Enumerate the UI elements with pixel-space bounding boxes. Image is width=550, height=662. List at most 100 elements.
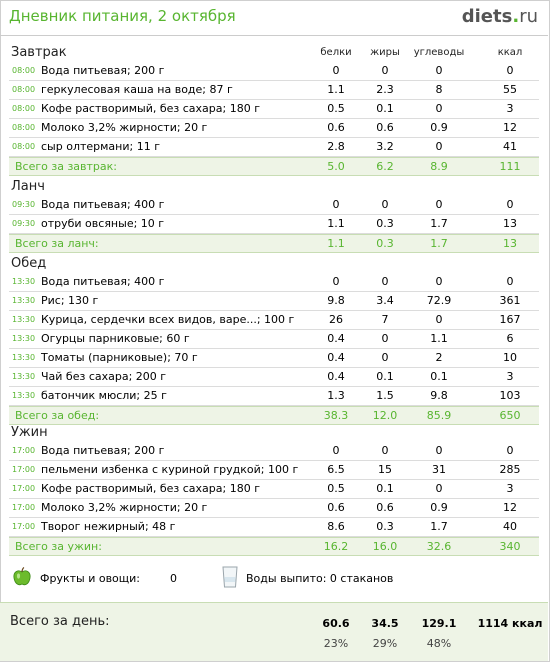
food-row[interactable]: 08:00 Кофе растворимый, без сахара; 180 г… <box>9 100 539 119</box>
fruit-label: Фрукты и овощи: <box>40 572 140 585</box>
food-name[interactable]: батончик мюсли; 25 г <box>41 389 167 402</box>
meal-total-carbs: 32.6 <box>426 540 452 553</box>
food-kcal: 0 <box>506 198 514 211</box>
food-kcal: 361 <box>499 294 521 307</box>
meal-total-row: Всего за обед: 38.3 12.0 85.9 650 <box>9 406 539 425</box>
food-row[interactable]: 17:00 пельмени избенка с куриной грудкой;… <box>9 461 539 480</box>
food-name[interactable]: Творог нежирный; 48 г <box>41 520 176 533</box>
food-name[interactable]: отруби овсяные; 10 г <box>41 217 165 230</box>
food-row[interactable]: 08:00 геркулесовая каша на воде; 87 г 1.1 2… <box>9 81 539 100</box>
meal-total-row: Всего за завтрак: 5.0 6.2 8.9 111 <box>9 157 539 176</box>
logo-dot: . <box>512 6 520 27</box>
food-protein: 0 <box>332 64 340 77</box>
food-row[interactable]: 13:30 Вода питьевая; 400 г 0 0 0 0 <box>9 273 539 292</box>
meal-total-fat: 12.0 <box>372 409 398 422</box>
food-name[interactable]: Вода питьевая; 200 г <box>41 64 165 77</box>
food-row[interactable]: 17:00 Вода питьевая; 200 г 0 0 0 0 <box>9 442 539 461</box>
food-protein: 1.3 <box>327 389 345 402</box>
food-name[interactable]: Кофе растворимый, без сахара; 180 г <box>41 482 260 495</box>
meal-title: Завтрак <box>11 45 67 60</box>
food-name[interactable]: Кофе растворимый, без сахара; 180 г <box>41 102 260 115</box>
food-carbs: 0.9 <box>430 121 448 134</box>
food-name[interactable]: Огурцы парниковые; 60 г <box>41 332 190 345</box>
diets-logo[interactable]: diets.ru <box>462 6 538 27</box>
food-row[interactable]: 13:30 Томаты (парниковые); 70 г 0.4 0 2 10 <box>9 349 539 368</box>
food-name[interactable]: сыр олтермани; 11 г <box>41 140 160 153</box>
food-row[interactable]: 09:30 отруби овсяные; 10 г 1.1 0.3 1.7 13 <box>9 215 539 234</box>
food-protein: 9.8 <box>327 294 345 307</box>
page-title: Дневник питания, 2 октября <box>9 7 236 25</box>
food-fat: 0.1 <box>376 102 394 115</box>
food-row[interactable]: 17:00 Молоко 3,2% жирности; 20 г 0.6 0.6 0.9… <box>9 499 539 518</box>
carbs-header: углеводы <box>413 47 465 58</box>
food-name[interactable]: Курица, сердечки всех видов, варе...; 10… <box>41 313 295 326</box>
food-time: 09:30 <box>12 219 36 228</box>
food-row[interactable]: 13:30 Рис; 130 г 9.8 3.4 72.9 361 <box>9 292 539 311</box>
food-name[interactable]: Молоко 3,2% жирности; 20 г <box>41 501 208 514</box>
food-carbs: 1.7 <box>430 217 448 230</box>
meal-title: Обед <box>11 256 47 271</box>
food-carbs: 0 <box>435 313 443 326</box>
day-total-label: Всего за день: <box>10 614 110 629</box>
food-fat: 0 <box>381 351 389 364</box>
food-name[interactable]: Томаты (парниковые); 70 г <box>41 351 198 364</box>
food-kcal: 41 <box>503 140 517 153</box>
food-row[interactable]: 13:30 Чай без сахара; 200 г 0.4 0.1 0.1 3 <box>9 368 539 387</box>
food-row[interactable]: 17:00 Кофе растворимый, без сахара; 180 г… <box>9 480 539 499</box>
meal-total-label: Всего за ужин: <box>15 540 102 553</box>
food-protein: 0.4 <box>327 351 345 364</box>
page-header: Дневник питания, 2 октября diets.ru <box>0 0 548 36</box>
food-protein: 0.4 <box>327 332 345 345</box>
protein-header: белки <box>320 47 352 58</box>
food-name[interactable]: Молоко 3,2% жирности; 20 г <box>41 121 208 134</box>
food-carbs: 0 <box>435 482 443 495</box>
food-protein: 26 <box>329 313 343 326</box>
extras-bar: Фрукты и овощи: 0 Воды выпито: 0 стакано… <box>10 565 540 595</box>
food-name[interactable]: Вода питьевая; 200 г <box>41 444 165 457</box>
food-fat: 0.3 <box>376 520 394 533</box>
food-row[interactable]: 08:00 Молоко 3,2% жирности; 20 г 0.6 0.6 0.9… <box>9 119 539 138</box>
meal-total-kcal: 111 <box>499 160 521 173</box>
food-name[interactable]: геркулесовая каша на воде; 87 г <box>41 83 233 96</box>
green-apple-icon <box>13 567 31 586</box>
food-protein: 8.6 <box>327 520 345 533</box>
food-carbs: 2 <box>435 351 443 364</box>
food-name[interactable]: пельмени избенка с куриной грудкой; 100 … <box>41 463 299 476</box>
food-row[interactable]: 08:00 сыр олтермани; 11 г 2.8 3.2 0 41 <box>9 138 539 157</box>
food-row[interactable]: 08:00 Вода питьевая; 200 г 0 0 0 0 <box>9 62 539 81</box>
food-time: 13:30 <box>12 315 36 324</box>
food-time: 13:30 <box>12 277 36 286</box>
food-kcal: 10 <box>503 351 517 364</box>
meal-total-label: Всего за обед: <box>15 409 100 422</box>
food-kcal: 3 <box>506 102 514 115</box>
meal-total-row: Всего за ланч: 1.1 0.3 1.7 13 <box>9 234 539 253</box>
food-carbs: 0 <box>435 102 443 115</box>
food-row[interactable]: 13:30 Огурцы парниковые; 60 г 0.4 0 1.1 6 <box>9 330 539 349</box>
meal-total-kcal: 13 <box>503 237 517 250</box>
food-row[interactable]: 13:30 батончик мюсли; 25 г 1.3 1.5 9.8 103 <box>9 387 539 406</box>
meal-total-carbs: 1.7 <box>430 237 448 250</box>
day-total-kcal: 1114 ккал <box>477 617 543 630</box>
meal-total-carbs: 85.9 <box>426 409 452 422</box>
food-row[interactable]: 13:30 Курица, сердечки всех видов, варе..… <box>9 311 539 330</box>
food-time: 08:00 <box>12 85 36 94</box>
food-name[interactable]: Вода питьевая; 400 г <box>41 275 165 288</box>
food-fat: 0.1 <box>376 370 394 383</box>
day-carbs-percent: 48% <box>426 637 452 650</box>
food-name[interactable]: Чай без сахара; 200 г <box>41 370 167 383</box>
food-row[interactable]: 09:30 Вода питьевая; 400 г 0 0 0 0 <box>9 196 539 215</box>
food-carbs: 72.9 <box>426 294 452 307</box>
food-time: 08:00 <box>12 142 36 151</box>
meal-section: Ужин 17:00 Вода питьевая; 200 г 0 0 0 0 17:00 пе… <box>9 425 539 556</box>
food-time: 13:30 <box>12 353 36 362</box>
food-fat: 0.6 <box>376 121 394 134</box>
meal-total-protein: 16.2 <box>323 540 349 553</box>
food-carbs: 8 <box>435 83 443 96</box>
food-row[interactable]: 17:00 Творог нежирный; 48 г 8.6 0.3 1.7 40 <box>9 518 539 537</box>
food-name[interactable]: Рис; 130 г <box>41 294 99 307</box>
meal-header: Завтрак белки жиры углеводы ккал <box>9 45 539 62</box>
food-kcal: 103 <box>499 389 521 402</box>
food-name[interactable]: Вода питьевая; 400 г <box>41 198 165 211</box>
food-fat: 7 <box>381 313 389 326</box>
food-fat: 15 <box>378 463 392 476</box>
